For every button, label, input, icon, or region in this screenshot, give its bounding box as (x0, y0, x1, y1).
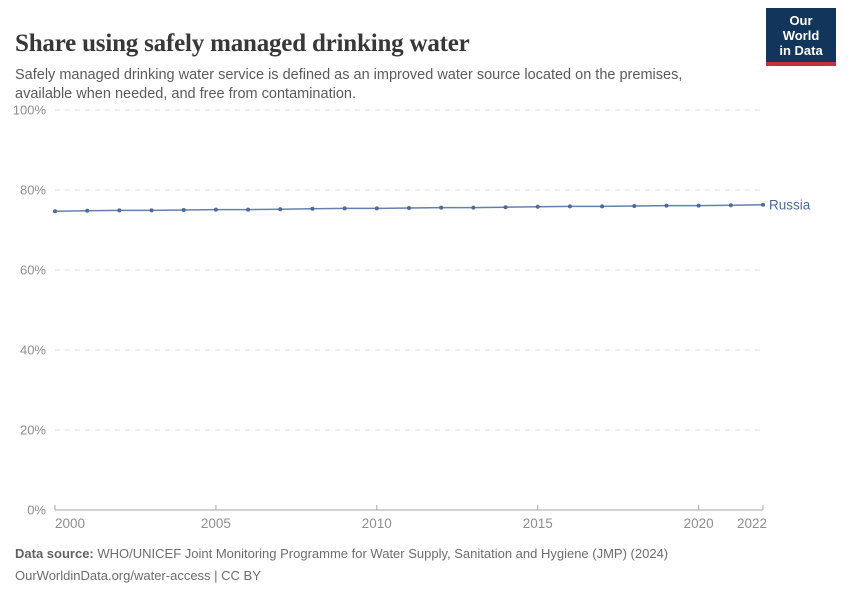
data-point-marker[interactable] (149, 208, 154, 213)
data-point-marker[interactable] (213, 207, 218, 212)
data-point-marker[interactable] (117, 208, 122, 213)
y-axis-tick-label: 80% (20, 183, 46, 198)
y-axis-tick-label: 20% (20, 423, 46, 438)
series-label-russia[interactable]: Russia (769, 197, 811, 212)
x-axis-tick-label: 2015 (523, 516, 553, 531)
data-point-marker[interactable] (310, 206, 315, 211)
data-point-marker[interactable] (278, 207, 283, 212)
data-point-marker[interactable] (439, 205, 444, 210)
data-point-marker[interactable] (53, 209, 57, 214)
data-point-marker[interactable] (761, 202, 765, 207)
data-source-line: Data source: WHO/UNICEF Joint Monitoring… (15, 543, 835, 565)
data-point-marker[interactable] (342, 206, 347, 211)
y-axis-tick-label: 100% (13, 103, 47, 118)
data-point-marker[interactable] (246, 207, 251, 212)
data-point-marker[interactable] (181, 208, 186, 212)
page-title: Share using safely managed drinking wate… (15, 29, 470, 57)
x-axis-tick-label: 2020 (684, 516, 714, 531)
data-source-text: WHO/UNICEF Joint Monitoring Programme fo… (93, 546, 669, 561)
y-axis-tick-label: 0% (27, 503, 46, 518)
data-point-marker[interactable] (407, 206, 411, 210)
line-chart: 0% 20% 40% 60% 80% 100% 2000 2005 2010 2015 2020 20… (0, 95, 850, 535)
y-axis-tick-label: 40% (20, 343, 46, 358)
owid-logo-line1: Our World (782, 13, 820, 43)
chart-footer: Data source: WHO/UNICEF Joint Monitoring… (15, 543, 835, 587)
data-point-marker[interactable] (503, 205, 508, 210)
y-axis-tick-label: 60% (20, 263, 46, 278)
data-point-marker[interactable] (567, 204, 572, 209)
license-line[interactable]: OurWorldinData.org/water-access | CC BY (15, 568, 261, 583)
data-point-marker[interactable] (664, 203, 669, 208)
data-point-marker[interactable] (600, 204, 605, 209)
owid-logo[interactable]: Our World in Data (766, 8, 836, 66)
page-subtitle: Safely managed drinking water service is… (15, 66, 683, 102)
x-axis-tick-label: 2000 (55, 516, 85, 531)
chart-canvas: 0% 20% 40% 60% 80% 100% 2000 2005 2010 2015 2020 20… (13, 103, 811, 532)
data-point-marker[interactable] (85, 208, 90, 213)
x-axis-tick-label: 2022 (737, 516, 767, 531)
data-source-label: Data source: (15, 546, 94, 561)
data-point-marker[interactable] (728, 203, 733, 208)
x-axis-tick-label: 2005 (201, 516, 231, 531)
owid-logo-line2: in Data (779, 43, 823, 58)
data-point-marker[interactable] (535, 204, 540, 209)
data-point-marker[interactable] (696, 203, 701, 208)
data-point-marker[interactable] (632, 204, 637, 208)
data-point-marker[interactable] (374, 206, 379, 211)
data-point-marker[interactable] (471, 205, 476, 210)
x-axis-tick-label: 2010 (362, 516, 392, 531)
